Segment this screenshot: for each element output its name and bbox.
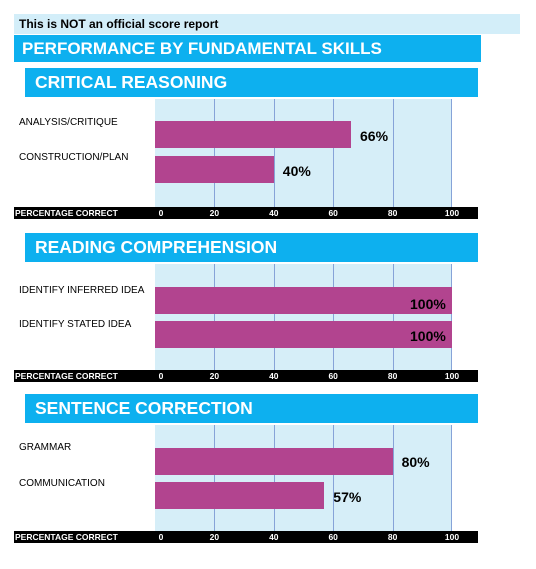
tick-label: 80: [387, 208, 398, 218]
tick-label: 60: [328, 532, 338, 542]
tick-label: 100: [444, 371, 460, 381]
tick-label: 0: [158, 371, 164, 381]
value-label: 100%: [410, 328, 446, 344]
gridline: [451, 425, 452, 531]
gridline: [451, 99, 452, 207]
bar: [155, 321, 452, 348]
category-label: ANALYSIS/CRITIQUE: [19, 117, 118, 128]
page-title: PERFORMANCE BY FUNDAMENTAL SKILLS: [14, 35, 481, 62]
gridline: [392, 264, 394, 370]
section-header: CRITICAL REASONING: [25, 68, 478, 97]
value-label: 80%: [401, 454, 430, 470]
tick-label: 60: [328, 371, 338, 381]
gridline: [333, 425, 335, 531]
category-label: GRAMMAR: [19, 442, 72, 453]
section-header: SENTENCE CORRECTION: [25, 394, 478, 423]
gridline: [273, 264, 275, 370]
bar: [155, 156, 274, 183]
tick-label: 40: [269, 208, 279, 218]
x-axis: PERCENTAGE CORRECT 0 20 40 60 80 100: [14, 531, 478, 543]
axis-title: PERCENTAGE CORRECT: [15, 208, 118, 218]
bar: [155, 482, 325, 509]
tick-label: 20: [209, 208, 220, 218]
gridline: [273, 99, 275, 207]
value-label: 66%: [360, 128, 389, 144]
tick-label: 80: [387, 371, 398, 381]
tick-label: 0: [158, 208, 164, 218]
bar: [155, 287, 452, 314]
tick-label: 40: [269, 532, 279, 542]
tick-label: 20: [209, 371, 220, 381]
axis-title: PERCENTAGE CORRECT: [15, 532, 118, 542]
x-axis: PERCENTAGE CORRECT 0 20 40 60 80 100: [14, 370, 478, 382]
gridline: [214, 425, 216, 531]
tick-label: 20: [209, 532, 220, 542]
page-footer-space: [0, 545, 536, 569]
unofficial-notice-banner: This is NOT an official score report: [14, 14, 520, 34]
tick-label: 0: [158, 532, 164, 542]
category-label: IDENTIFY INFERRED IDEA: [19, 285, 145, 296]
tick-label: 60: [328, 208, 338, 218]
tick-label: 40: [269, 371, 279, 381]
x-axis: PERCENTAGE CORRECT 0 20 40 60 80 100: [14, 207, 478, 219]
plot-area: [155, 425, 452, 531]
section-header: READING COMPREHENSION: [25, 233, 478, 262]
bar: [155, 448, 393, 475]
category-label: IDENTIFY STATED IDEA: [19, 319, 132, 330]
gridline: [214, 264, 216, 370]
plot-area: [155, 99, 452, 207]
tick-label: 100: [444, 532, 460, 542]
gridline: [333, 264, 335, 370]
gridline: [392, 425, 394, 531]
value-label: 40%: [282, 163, 311, 179]
plot-area: [155, 264, 452, 370]
gridline: [451, 264, 452, 370]
gridline: [273, 425, 275, 531]
tick-label: 100: [444, 208, 460, 218]
gridline: [392, 99, 394, 207]
tick-label: 80: [387, 532, 398, 542]
category-label: COMMUNICATION: [19, 478, 105, 489]
category-label: CONSTRUCTION/PLAN: [19, 152, 129, 163]
axis-title: PERCENTAGE CORRECT: [15, 371, 118, 381]
value-label: 57%: [333, 489, 362, 505]
gridline: [214, 99, 216, 207]
bar: [155, 121, 352, 148]
gridline: [333, 99, 335, 207]
value-label: 100%: [410, 296, 446, 312]
